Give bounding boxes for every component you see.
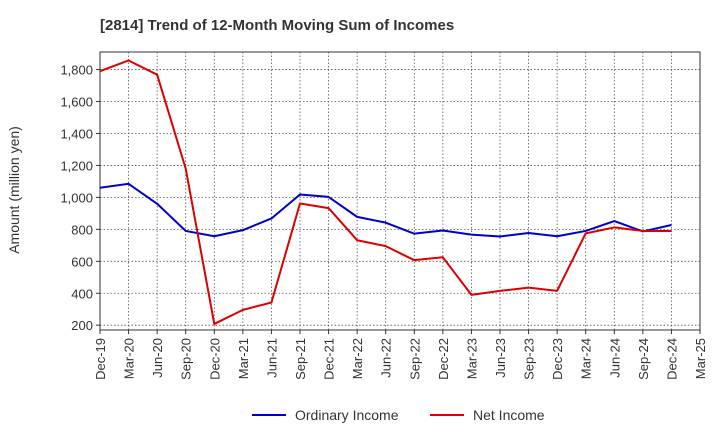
x-tick-label: Sep-21	[293, 338, 308, 380]
x-tick-label: Dec-24	[664, 338, 679, 380]
legend-label-ordinary-income: Ordinary Income	[295, 407, 399, 423]
y-tick-label: 1,200	[60, 158, 93, 173]
y-tick-label: 1,000	[60, 190, 93, 205]
x-tick-label: Dec-21	[322, 338, 337, 380]
x-tick-label: Dec-23	[550, 338, 565, 380]
plot-frame	[99, 51, 701, 331]
x-tick-label: Jun-22	[379, 338, 394, 378]
x-tick-label: Mar-24	[579, 338, 594, 379]
chart-title: [2814] Trend of 12-Month Moving Sum of I…	[100, 17, 454, 34]
y-tick-label: 400	[71, 286, 93, 301]
y-tick-label: 200	[71, 318, 93, 333]
series-line-net-income	[99, 59, 672, 325]
x-tick-label: Sep-20	[179, 338, 194, 380]
x-tick-label: Dec-20	[207, 338, 222, 380]
x-tick-label: Dec-22	[436, 338, 451, 380]
x-tick-label: Sep-22	[407, 338, 422, 380]
x-tick-label: Sep-24	[636, 338, 651, 380]
x-tick-label: Jun-24	[607, 338, 622, 378]
x-tick-label: Mar-23	[464, 338, 479, 379]
x-tick-label: Jun-23	[493, 338, 508, 378]
grid-lines	[100, 52, 700, 330]
x-tick-label: Sep-23	[522, 338, 537, 380]
legend: Ordinary Income Net Income	[252, 407, 545, 423]
x-tick-label: Mar-20	[122, 338, 137, 379]
legend-label-net-income: Net Income	[473, 407, 545, 423]
series-lines	[99, 59, 672, 325]
y-tick-label: 1,400	[60, 126, 93, 141]
series-line-ordinary-income	[99, 182, 672, 238]
y-tick-label: 800	[71, 222, 93, 237]
y-axis-label: Amount (million yen)	[6, 126, 22, 254]
x-tick-label: Mar-25	[693, 338, 708, 379]
x-tick-label: Jun-21	[264, 338, 279, 378]
x-tick-label: Dec-19	[93, 338, 108, 380]
x-tick-label: Mar-21	[236, 338, 251, 379]
y-tick-label: 1,600	[60, 95, 93, 110]
x-tick-label: Jun-20	[150, 338, 165, 378]
y-tick-label: 600	[71, 254, 93, 269]
x-tick-label: Mar-22	[350, 338, 365, 379]
axes: 200 400 600 800 1,000 1,200 1,400 1,600 1,800 Dec…	[60, 51, 708, 380]
y-tick-label: 1,800	[60, 63, 93, 78]
